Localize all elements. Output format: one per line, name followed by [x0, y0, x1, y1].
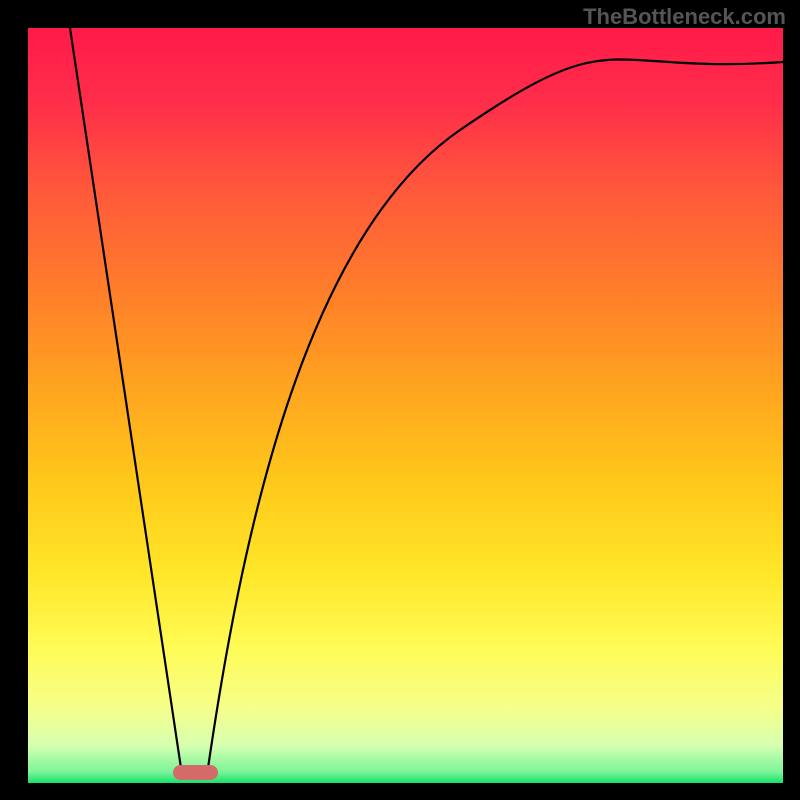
- watermark-text: TheBottleneck.com: [583, 4, 786, 30]
- chart-container: TheBottleneck.com: [0, 0, 800, 800]
- bottom-marker: [173, 765, 218, 780]
- plot-area: [28, 28, 783, 783]
